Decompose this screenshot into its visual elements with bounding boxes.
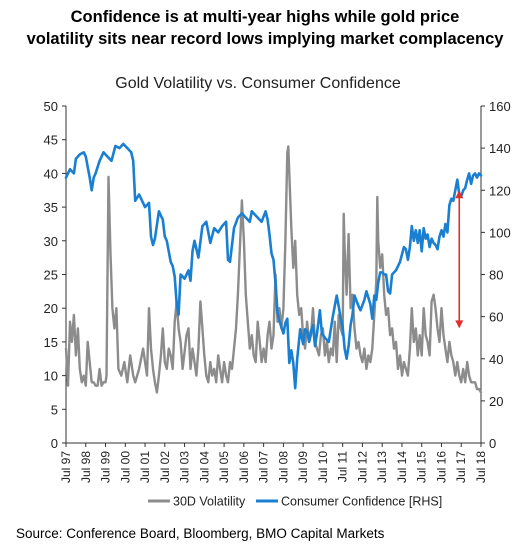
y-left-tick-label: 5 bbox=[51, 402, 58, 417]
legend-item-30d-volatility-label: 30D Volatility bbox=[173, 495, 246, 509]
series-line-consumer-confidence bbox=[64, 142, 483, 390]
y-right-tick-label: 160 bbox=[489, 99, 511, 114]
x-tick-label: Jul 04 bbox=[197, 451, 211, 483]
x-tick-label: Jul 06 bbox=[237, 451, 251, 483]
y-left-tick-label: 25 bbox=[44, 268, 58, 283]
y-left-tick-label: 35 bbox=[44, 200, 58, 215]
y-left-tick-label: 30 bbox=[44, 234, 58, 249]
y-left-tick-label: 0 bbox=[51, 436, 58, 451]
plot-area: 0 5 10 15 20 25 30 35 40 45 50 0 20 40 60 80 100 120 140 16… bbox=[44, 99, 511, 483]
source-note: Source: Conference Board, Bloomberg, BMO… bbox=[16, 526, 385, 541]
x-tick-label: Jul 05 bbox=[217, 451, 231, 483]
headline-line-1: Confidence is at multi-year highs while … bbox=[70, 8, 460, 26]
y-right-tick-label: 80 bbox=[489, 268, 503, 283]
x-tick-label: Jul 15 bbox=[415, 451, 429, 483]
x-tick-label: Jul 14 bbox=[395, 451, 409, 483]
legend-item-consumer-confidence-label: Consumer Confidence [RHS] bbox=[281, 495, 442, 509]
y-right-tick-label: 0 bbox=[489, 436, 496, 451]
x-tick-label: Jul 01 bbox=[138, 451, 152, 483]
x-tick-label: Jul 02 bbox=[158, 451, 172, 483]
y-right-tick-label: 100 bbox=[489, 225, 511, 240]
x-tick-label: Jul 16 bbox=[434, 451, 448, 483]
y-left-tick-label: 45 bbox=[44, 133, 58, 148]
annotation-arrow-head-down bbox=[455, 320, 464, 329]
x-tick-label: Jul 07 bbox=[257, 451, 271, 483]
y-right-tick-label: 60 bbox=[489, 310, 503, 325]
x-tick-label: Jul 18 bbox=[474, 451, 488, 483]
y-left-tick-label: 15 bbox=[44, 335, 58, 350]
headline: Confidence is at multi-year highs while … bbox=[0, 6, 530, 50]
legend: 30D Volatility Consumer Confidence [RHS] bbox=[148, 495, 442, 509]
x-tick-label: Jul 08 bbox=[276, 451, 290, 483]
x-tick-label: Jul 97 bbox=[59, 451, 73, 483]
y-right-tick-label: 40 bbox=[489, 352, 503, 367]
x-tick-label: Jul 03 bbox=[178, 451, 192, 483]
y-left-tick-label: 40 bbox=[44, 166, 58, 181]
y-right-tick-label: 120 bbox=[489, 183, 511, 198]
x-tick-label: Jul 17 bbox=[454, 451, 468, 483]
x-tick-label: Jul 11 bbox=[336, 451, 350, 482]
chart-title: Gold Volatility vs. Consumer Confidence bbox=[115, 75, 401, 92]
x-tick-label: Jul 00 bbox=[118, 451, 132, 483]
annotation-arrow-head-up bbox=[455, 190, 464, 199]
x-tick-label: Jul 09 bbox=[296, 451, 310, 483]
series-line-30d-volatility bbox=[64, 145, 483, 394]
headline-line-2: volatility sits near record lows implyin… bbox=[26, 30, 504, 48]
y-left-tick-label: 10 bbox=[44, 369, 58, 384]
x-tick-label: Jul 98 bbox=[79, 451, 93, 483]
x-tick-label: Jul 10 bbox=[316, 451, 330, 483]
x-tick-label: Jul 99 bbox=[99, 451, 113, 483]
x-tick-label: Jul 12 bbox=[355, 451, 369, 483]
y-right-tick-label: 140 bbox=[489, 141, 511, 156]
chart: Gold Volatility vs. Consumer Confidence … bbox=[44, 75, 511, 509]
y-right-tick-label: 20 bbox=[489, 394, 503, 409]
y-left-tick-label: 20 bbox=[44, 301, 58, 316]
y-left-tick-label: 50 bbox=[44, 99, 58, 114]
x-tick-label: Jul 13 bbox=[375, 451, 389, 483]
